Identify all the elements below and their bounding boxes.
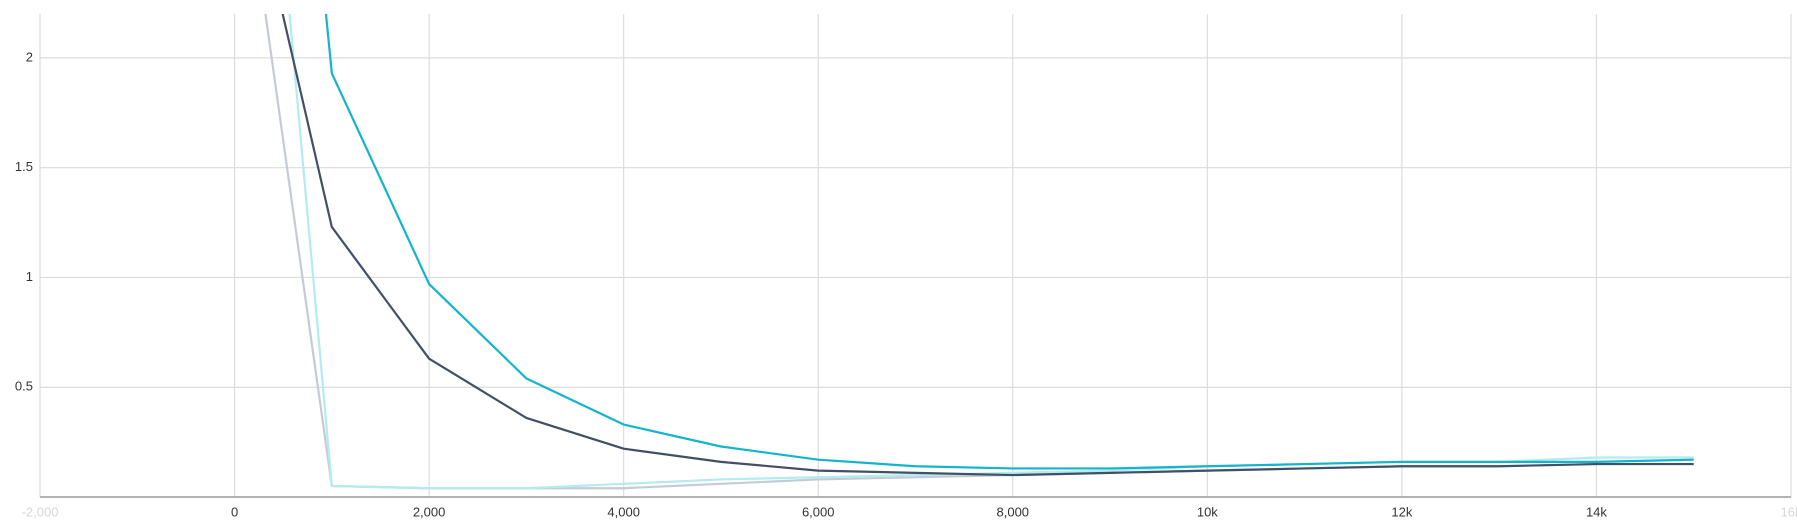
axis-labels: 0.5 1 1.5 2 -2,000 0 2,000 4,000 6,000 8,000 10k 12… (15, 49, 1797, 519)
y-tick-label: 2 (26, 49, 33, 64)
series-line (288, 14, 1694, 490)
y-tick-label: 1.5 (15, 159, 33, 174)
x-tick-label: 14k (1586, 504, 1607, 519)
series-line (281, 14, 1694, 477)
grid (39, 14, 1792, 498)
x-tick-label: 2,000 (413, 504, 446, 519)
series-line (324, 14, 1694, 470)
x-tick-label: 16k (1781, 504, 1797, 519)
x-tick-label: 10k (1197, 504, 1218, 519)
plot-area (264, 14, 1694, 490)
y-tick-label: 0.5 (15, 379, 33, 394)
x-tick-label: 8,000 (997, 504, 1030, 519)
x-tick-label: 6,000 (802, 504, 835, 519)
x-tick-label: 0 (231, 504, 238, 519)
series-line (264, 14, 1694, 490)
x-tick-label: 4,000 (607, 504, 640, 519)
x-tick-label: 12k (1391, 504, 1412, 519)
x-tick-label: -2,000 (22, 504, 59, 519)
y-tick-label: 1 (26, 269, 33, 284)
